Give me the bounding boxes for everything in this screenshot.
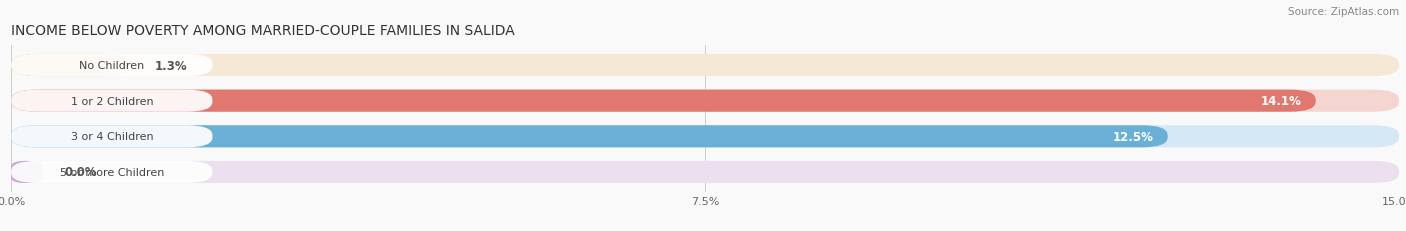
Text: 14.1%: 14.1% [1261,95,1302,108]
Text: 0.0%: 0.0% [65,166,97,179]
FancyBboxPatch shape [11,90,1399,112]
FancyBboxPatch shape [11,126,1399,148]
FancyBboxPatch shape [11,90,1316,112]
Text: 1.3%: 1.3% [155,59,187,72]
FancyBboxPatch shape [11,126,212,148]
Text: No Children: No Children [79,61,145,71]
FancyBboxPatch shape [11,126,1167,148]
FancyBboxPatch shape [11,55,132,77]
Text: Source: ZipAtlas.com: Source: ZipAtlas.com [1288,7,1399,17]
Text: 1 or 2 Children: 1 or 2 Children [70,96,153,106]
Text: 5 or more Children: 5 or more Children [59,167,165,177]
FancyBboxPatch shape [11,55,1399,77]
Text: 3 or 4 Children: 3 or 4 Children [70,132,153,142]
FancyBboxPatch shape [11,161,42,183]
FancyBboxPatch shape [11,90,212,112]
Text: INCOME BELOW POVERTY AMONG MARRIED-COUPLE FAMILIES IN SALIDA: INCOME BELOW POVERTY AMONG MARRIED-COUPL… [11,24,515,38]
FancyBboxPatch shape [11,55,212,77]
FancyBboxPatch shape [11,161,1399,183]
FancyBboxPatch shape [11,161,212,183]
Text: 12.5%: 12.5% [1114,130,1154,143]
